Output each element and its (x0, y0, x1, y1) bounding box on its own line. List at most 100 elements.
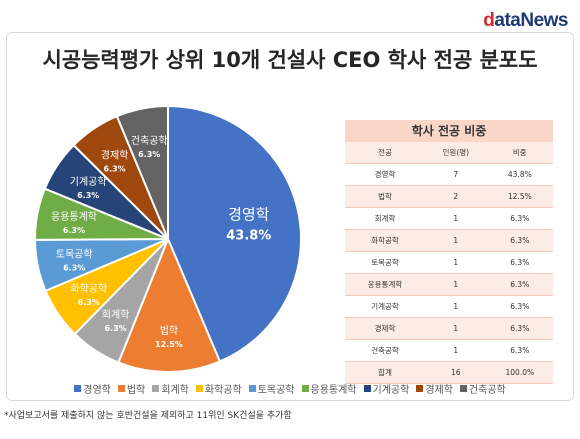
slice-label: 토목공학 (56, 248, 93, 260)
slice-label: 건축공학 (131, 135, 168, 147)
table-title: 학사 전공 비중 (345, 120, 553, 142)
legend-item: 기계공학 (363, 381, 410, 396)
table-cell-count: 16 (425, 361, 487, 384)
legend-swatch (459, 385, 467, 392)
table-cell-major: 합계 (345, 361, 426, 384)
table-row: 경영학 7 43.8% (345, 163, 553, 186)
table-row: 건축공학 1 6.3% (345, 339, 553, 362)
legend-item: 건축공학 (459, 381, 506, 396)
legend-item: 경제학 (416, 381, 453, 396)
table-row: 법학 2 12.5% (345, 185, 553, 208)
slice-label: 회계학 (102, 309, 130, 321)
slice-label: 경영학 (228, 206, 270, 224)
slice-percent-label: 6.3% (104, 165, 126, 174)
slice-percent-label: 6.3% (63, 263, 85, 272)
table-cell-major: 경영학 (345, 163, 426, 186)
pie-slice (167, 104, 302, 363)
legend-item: 화학공학 (195, 381, 242, 396)
legend-label: 경영학 (83, 385, 111, 396)
table-cell-major: 경제학 (345, 317, 426, 340)
table-row: 토목공학 1 6.3% (345, 251, 553, 274)
table-cell-count: 1 (425, 339, 487, 362)
table-cell-share: 6.3% (486, 251, 553, 274)
legend-label: 기계공학 (372, 385, 410, 396)
table-header-share: 비중 (486, 142, 553, 164)
legend-swatch (416, 385, 424, 392)
legend-swatch (195, 385, 203, 392)
pie-slice (115, 104, 169, 240)
slice-percent-label: 6.3% (138, 150, 160, 159)
major-table: 학사 전공 비중 전공 인원(명) 비중 경영학 7 43.8% 법학 2 12.5% 회계… (345, 120, 553, 384)
chart-title: 시공능력평가 상위 10개 건설사 CEO 학사 전공 분포도 (42, 48, 538, 72)
table-cell-share: 12.5% (486, 185, 553, 208)
table-cell-major: 화학공학 (345, 229, 426, 252)
legend-item: 법학 (117, 381, 146, 396)
table-cell-major: 건축공학 (345, 339, 426, 362)
datanews-logo: dataNews (483, 10, 568, 32)
slice-percent-label: 6.3% (78, 298, 100, 307)
table-row: 응용통계학 1 6.3% (345, 273, 553, 296)
legend-swatch (248, 385, 256, 392)
logo-d: d (483, 10, 495, 31)
table-cell-share: 6.3% (486, 339, 553, 362)
legend-label: 법학 (126, 385, 146, 396)
chart-legend: 경영학 법학 회계학 화학공학 토목공학 응용통계학 기계공학 경제학 건축공학 (30, 381, 550, 396)
legend-item: 토목공학 (248, 381, 295, 396)
legend-label: 화학공학 (204, 385, 242, 396)
table-cell-major: 법학 (345, 185, 426, 208)
slice-label: 화학공학 (70, 283, 107, 295)
table-cell-count: 1 (425, 229, 487, 252)
table-cell-share: 6.3% (486, 317, 553, 340)
table-row: 경제학 1 6.3% (345, 317, 553, 340)
legend-swatch (363, 385, 371, 392)
table-cell-share: 6.3% (486, 295, 553, 318)
table-cell-share: 6.3% (486, 229, 553, 252)
table-cell-count: 1 (425, 251, 487, 274)
legend-label: 건축공학 (468, 385, 506, 396)
slice-percent-label: 43.8% (226, 229, 271, 244)
legend-label: 토목공학 (257, 385, 295, 396)
table-header-count: 인원(명) (425, 142, 487, 164)
logo-rest: ataNews (494, 10, 568, 31)
slice-percent-label: 6.3% (105, 324, 127, 333)
table-cell-count: 1 (425, 207, 487, 230)
table-cell-share: 100.0% (486, 361, 553, 384)
legend-label: 경제학 (425, 385, 453, 396)
table-cell-count: 1 (425, 295, 487, 318)
table-cell-count: 1 (425, 317, 487, 340)
table-cell-share: 43.8% (486, 163, 553, 186)
slice-label: 응용통계학 (51, 211, 97, 223)
table-row: 화학공학 1 6.3% (345, 229, 553, 252)
table-body: 경영학 7 43.8% 법학 2 12.5% 회계학 1 6.3% 화학공학 1 6.3% 토목공학 1 6… (345, 163, 553, 384)
legend-item: 응용통계학 (301, 381, 357, 396)
legend-swatch (117, 385, 125, 392)
slice-label: 경제학 (101, 149, 129, 162)
footnote: *사업보고서를 제출하지 않는 호반건설을 제외하고 11위인 SK건설을 추가… (4, 411, 292, 421)
table-header-row: 전공 인원(명) 비중 (345, 142, 553, 164)
slice-percent-label: 6.3% (77, 191, 99, 200)
table-cell-major: 토목공학 (345, 251, 426, 274)
table-cell-count: 1 (425, 273, 487, 296)
table-header-major: 전공 (345, 142, 426, 164)
legend-label: 응용통계학 (310, 385, 357, 396)
slice-label: 기계공학 (70, 176, 107, 188)
table-cell-major: 회계학 (345, 207, 426, 230)
pie-slice (117, 236, 222, 373)
legend-swatch (152, 385, 160, 392)
table-cell-major: 응용통계학 (345, 273, 426, 296)
legend-item: 회계학 (152, 381, 189, 396)
table-cell-count: 2 (425, 185, 487, 208)
slice-label: 법학 (160, 325, 178, 337)
slice-percent-label: 6.3% (63, 226, 85, 235)
table-row: 합계 16 100.0% (345, 361, 553, 384)
table-cell-share: 6.3% (486, 273, 553, 296)
table-cell-count: 7 (425, 163, 487, 186)
slice-percent-label: 12.5% (155, 340, 183, 349)
table-cell-share: 6.3% (486, 207, 553, 230)
table-row: 회계학 1 6.3% (345, 207, 553, 230)
legend-item: 경영학 (74, 381, 111, 396)
legend-swatch (301, 385, 309, 392)
table-row: 기계공학 1 6.3% (345, 295, 553, 318)
legend-swatch (74, 385, 82, 392)
